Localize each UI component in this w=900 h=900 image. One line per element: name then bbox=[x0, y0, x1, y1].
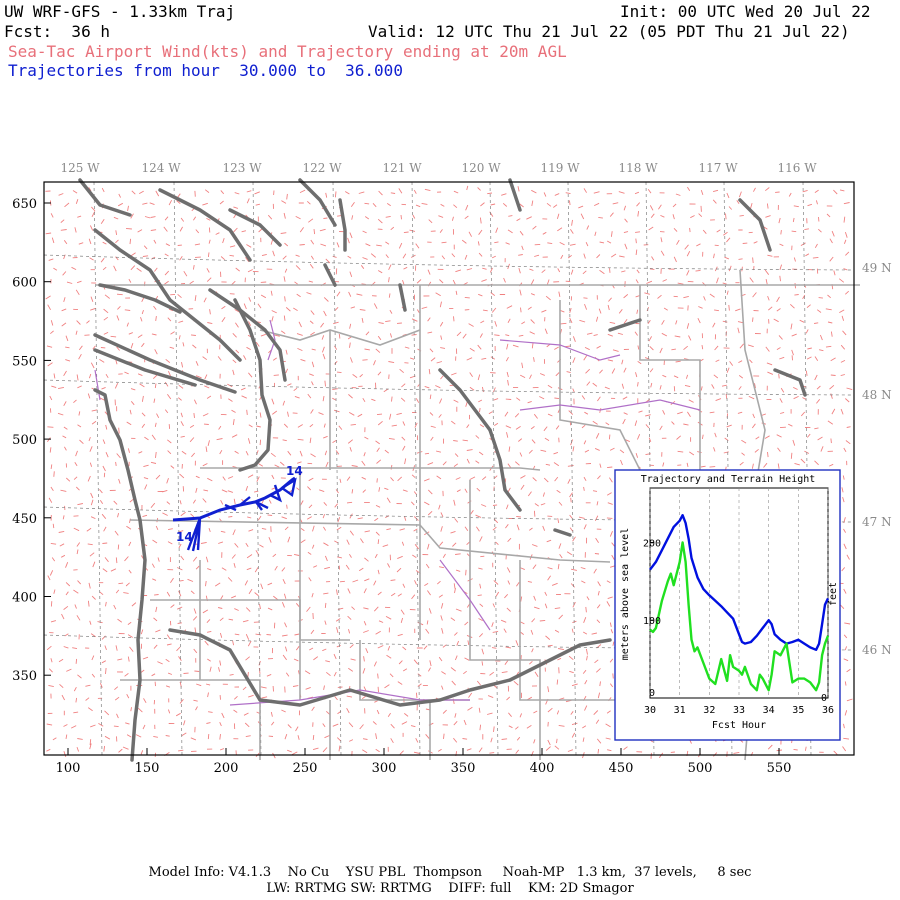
terrain-height-line bbox=[649, 541, 830, 692]
model-info-line2: LW: RRTMG SW: RRTMG DIFF: full KM: 2D Sm… bbox=[266, 881, 634, 896]
inset-frame bbox=[614, 469, 841, 741]
lat-lon-grid bbox=[43, 181, 855, 756]
latitude-label: 48 N bbox=[862, 388, 892, 402]
inset-x-tick-label: 35 bbox=[792, 705, 804, 716]
y-tick-label: 350 bbox=[12, 669, 37, 684]
x-tick-label: 400 bbox=[530, 761, 555, 776]
x-tick-label: 250 bbox=[293, 761, 318, 776]
trajectory-start-label: 14 bbox=[176, 530, 193, 544]
latitude-line bbox=[43, 254, 855, 271]
init-time: Init: 00 UTC Wed 20 Jul 22 bbox=[620, 2, 871, 21]
latitude-line bbox=[43, 379, 855, 396]
geography bbox=[78, 178, 860, 762]
longitude-label: 125 W bbox=[60, 161, 100, 175]
valid-time: Valid: 12 UTC Thu 21 Jul 22 (05 PDT Thu … bbox=[368, 22, 850, 41]
inset-series bbox=[649, 514, 830, 692]
y-tick-label: 400 bbox=[12, 591, 37, 606]
inset-title: Trajectory and Terrain Height bbox=[641, 474, 816, 485]
longitude-label: 119 W bbox=[540, 161, 580, 175]
longitude-labels: 125 W 124 W 123 W 122 W 121 W 120 W 119 W 118 W… bbox=[60, 161, 817, 175]
x-tick-label: 300 bbox=[372, 761, 397, 776]
longitude-label: 121 W bbox=[382, 161, 422, 175]
x-axis-ticks: 100 150 200 250 300 350 400 450 500 550 bbox=[56, 748, 792, 776]
longitude-label: 122 W bbox=[302, 161, 342, 175]
inset-x-tick-label: 33 bbox=[733, 705, 745, 716]
x-tick-label: 500 bbox=[688, 761, 713, 776]
inset-chart: Trajectory and Terrain Height 30 31 32 33 34… bbox=[614, 469, 841, 741]
trajectory-path: 14 14 bbox=[172, 464, 303, 552]
inset-x-label: Fcst Hour bbox=[712, 720, 766, 731]
x-tick-label: 100 bbox=[56, 761, 81, 776]
latitude-line bbox=[43, 506, 855, 523]
forecast-hour: Fcst: 36 h bbox=[4, 22, 110, 41]
inset-y-tick-label: 0 bbox=[649, 688, 655, 699]
longitude-label: 123 W bbox=[222, 161, 262, 175]
longitude-label: 116 W bbox=[777, 161, 817, 175]
y-tick-label: 600 bbox=[12, 276, 37, 291]
y-axis-ticks: 650 600 550 500 450 400 350 bbox=[12, 197, 51, 684]
longitude-label: 118 W bbox=[618, 161, 658, 175]
inset-x-tick-label: 32 bbox=[703, 705, 715, 716]
inset-x-tick-label: 34 bbox=[763, 705, 775, 716]
trajectory-end-label: 14 bbox=[286, 464, 303, 478]
y-tick-label: 500 bbox=[12, 433, 37, 448]
x-tick-label: 350 bbox=[451, 761, 476, 776]
product-title: Sea-Tac Airport Wind(kts) and Trajectory… bbox=[8, 42, 567, 61]
longitude-label: 120 W bbox=[461, 161, 501, 175]
inset-y-label-right: feet bbox=[828, 582, 839, 606]
longitude-line bbox=[93, 181, 103, 756]
model-info-line1: Model Info: V4.1.3 No Cu YSU PBL Thompso… bbox=[148, 865, 752, 880]
latitude-label: 49 N bbox=[862, 261, 892, 275]
inset-y-tick-label: 200 bbox=[643, 538, 661, 549]
inset-y-ticks: 0 100 200 bbox=[643, 538, 661, 699]
latitude-line bbox=[43, 634, 855, 651]
longitude-label: 124 W bbox=[141, 161, 181, 175]
y-tick-label: 550 bbox=[12, 354, 37, 369]
map-frame bbox=[43, 181, 855, 756]
longitude-label: 117 W bbox=[698, 161, 738, 175]
model-title: UW WRF-GFS - 1.33km Traj bbox=[4, 2, 236, 21]
inset-grid bbox=[649, 488, 829, 698]
latitude-label: 46 N bbox=[862, 643, 892, 657]
y-tick-label: 450 bbox=[12, 512, 37, 527]
latitude-labels: 49 N 48 N 47 N 46 N bbox=[862, 261, 892, 657]
inset-x-ticks: 30 31 32 33 34 35 36 bbox=[644, 705, 834, 716]
inset-y-tick-right: 0 bbox=[821, 693, 827, 704]
x-tick-label: 550 bbox=[767, 761, 792, 776]
longitude-line bbox=[173, 181, 183, 756]
trajectory-height-line bbox=[649, 514, 830, 651]
trajectory-wind-barbs bbox=[186, 477, 297, 552]
inset-x-tick-label: 30 bbox=[644, 705, 656, 716]
inset-y-tick-label: 100 bbox=[643, 616, 661, 627]
inset-x-tick-label: 36 bbox=[822, 705, 834, 716]
inset-x-tick-label: 31 bbox=[674, 705, 686, 716]
inset-y-label: meters above sea level bbox=[620, 528, 631, 660]
coastline bbox=[78, 178, 807, 762]
trajectory-range: Trajectories from hour 30.000 to 36.000 bbox=[8, 61, 403, 80]
x-tick-label: 200 bbox=[214, 761, 239, 776]
y-tick-label: 650 bbox=[12, 197, 37, 212]
x-tick-label: 450 bbox=[609, 761, 634, 776]
longitude-line bbox=[567, 181, 577, 756]
x-tick-label: 150 bbox=[135, 761, 160, 776]
latitude-label: 47 N bbox=[862, 515, 892, 529]
